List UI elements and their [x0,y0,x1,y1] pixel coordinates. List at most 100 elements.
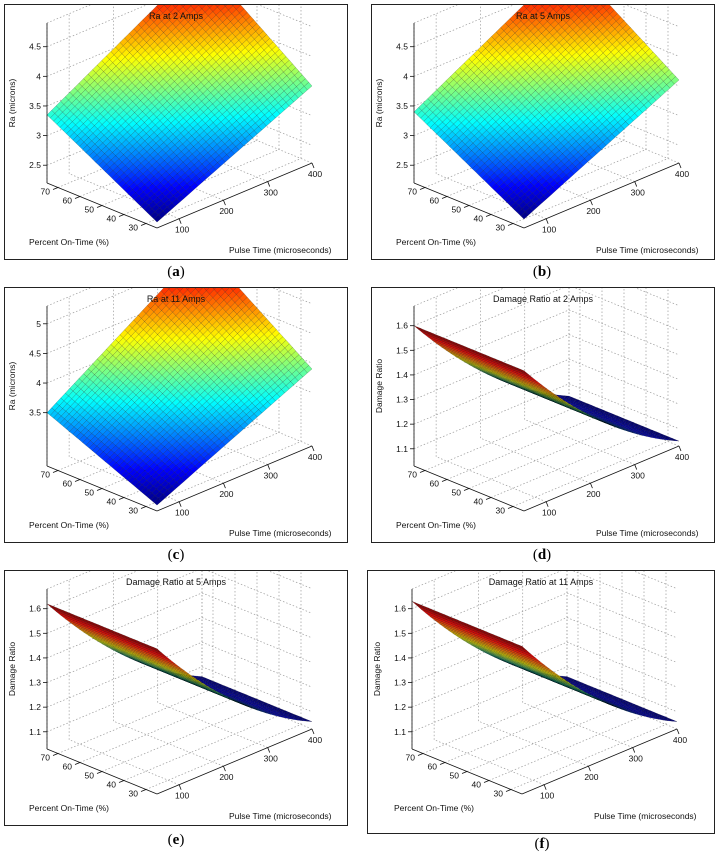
surface-cell [172,326,182,336]
x-tick-label: 400 [308,169,322,179]
surface-cell [246,384,256,393]
surface-cell [611,129,620,138]
surface-cell [505,126,514,135]
surface-cell [602,137,611,146]
surface-cell [237,63,247,72]
surface-cell [211,366,221,375]
chart-title: Ra at 5 Amps [516,11,571,21]
surface-cell [523,389,532,393]
surface-cell [663,437,672,440]
surface-cell [576,155,585,163]
surface-cell [535,86,544,95]
surface-cell [197,447,206,456]
surface-cell [527,377,536,383]
surface-cell [528,105,537,114]
surface-cell [181,10,190,19]
surface-cell [168,288,177,293]
surface-cell [145,664,154,668]
surface-cell [253,409,263,418]
surface-cell [556,178,566,187]
surface-cell [171,315,180,324]
surface-cell [253,126,263,135]
surface-cell [555,98,565,107]
y-tick-label: 50 [85,488,95,498]
surface-cell [557,403,566,407]
surface-cell [138,148,148,157]
surface-cell [468,356,478,362]
surface-cell [612,13,622,22]
z-tick-label: 5 [36,319,41,329]
surface-cell [243,381,252,390]
surface-cell [235,425,244,434]
surface-cell [148,485,157,494]
surface-cell [137,310,147,319]
surface-cell [517,77,527,86]
surface-cell [509,383,518,387]
surface-cell [521,98,530,108]
surface-cell [181,297,190,307]
surface-cell [181,121,191,130]
surface-cell [494,362,503,368]
surface-cell [572,409,581,413]
surface-cell [513,125,522,134]
surface-cell [217,22,227,31]
surface-cell [484,176,494,185]
surface-cell [512,62,521,71]
surface-cell [153,109,162,118]
surface-cell [560,94,569,103]
surface-cell [160,439,170,447]
surface-cell [195,108,204,117]
surface-cell [236,355,245,365]
surface-cell [548,398,557,403]
surface-cell [520,372,529,378]
surface-cell [516,381,525,386]
surface-cell [436,343,445,349]
surface-cell [657,88,666,97]
surface-cell [226,86,235,96]
surface-cell [628,430,637,433]
surface-cell [276,389,285,398]
surface-cell [529,376,538,382]
surface-cell [80,427,89,436]
surface-cell [552,31,561,40]
surface-cell [501,192,510,201]
surface-cell [270,337,279,346]
surface-cell [639,434,648,437]
surface-cell [215,343,225,352]
surface-cell [573,409,582,414]
surface-cell [613,96,623,105]
surface-cell [132,430,141,439]
surface-cell [542,66,551,75]
surface-cell [581,16,590,25]
surface-cell [583,5,586,6]
surface-cell [141,421,150,430]
surface-cell [187,63,197,73]
surface-cell [272,110,281,119]
surface-cell [509,78,519,87]
surface-cell [518,387,527,391]
surface-cell [156,337,165,346]
surface-cell [73,422,83,430]
y-tick-label: 50 [85,205,95,215]
surface-cell [491,183,500,191]
surface-cell [489,358,498,364]
surface-cell [224,29,233,38]
surface-cell [602,415,611,418]
surface-cell [237,374,246,383]
surface-cell [536,166,545,175]
surface-cell [551,12,560,21]
surface-cell [510,202,520,210]
surface-cell [534,393,543,398]
x-tick-label: 200 [586,489,600,499]
surface-cell [202,310,211,319]
surface-cell [255,73,264,82]
surface-cell [575,410,584,415]
surface-cell [139,470,149,478]
surface-cell [133,423,142,431]
surface-cell [587,113,597,122]
surface-cell [219,143,229,152]
surface-cell [285,381,295,390]
surface-cell [173,475,182,483]
y-tick-label: 70 [41,187,51,197]
